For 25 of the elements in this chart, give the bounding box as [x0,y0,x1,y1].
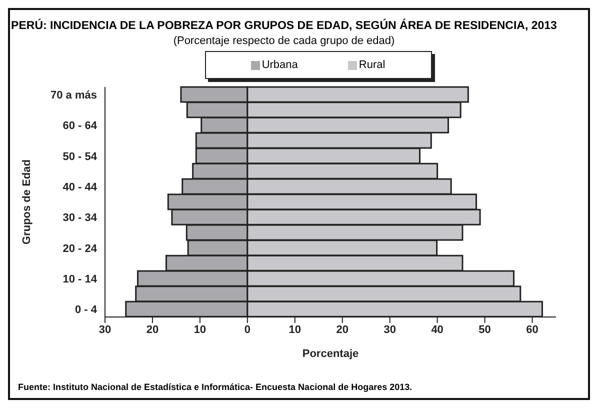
x-tick-label: 20 [336,324,348,336]
x-tick-label: 30 [384,324,396,336]
x-tick-label: 50 [478,324,491,336]
series-label: Rural [358,59,386,71]
y-tick-label: 40 - 44 [62,182,98,194]
x-tick-label: 0 [244,324,250,336]
y-tick-label: 0 - 4 [74,304,98,316]
chart-title: PERÚ: INCIDENCIA DE LA POBREZA POR GRUPOS DE EDAD, SEGÚN ÁREA DE RESIDENCIA, 2013 [10,20,558,32]
x-tick-label: 20 [146,324,159,336]
y-axis-title: Grupos de Edad [20,160,33,244]
y-tick-label: 60 - 64 [62,120,98,132]
y-tick-label: 50 - 54 [62,150,98,163]
x-tick-label: 10 [194,324,206,336]
x-tick-label: 10 [288,324,302,336]
legend-label: Urbana [262,59,298,71]
y-tick-label: 20 - 24 [62,242,98,255]
source-note: Fuente: Instituto Nacional de Estadística e Informática- Encuesta Nacional de Hogares 2013. [18,382,412,392]
x-axis-title: Porcentaje [302,348,359,360]
chart-subtitle: (Porcentaje respecto de cada grupo de edad) [172,35,396,47]
x-tick-label: 30 [98,324,112,336]
x-tick-label: 40 [431,324,444,336]
y-tick-label: 30 - 34 [62,212,98,224]
y-tick-label: 70 a más [50,90,97,102]
x-tick-label: 60 [526,324,538,336]
y-tick-label: 10 - 14 [62,274,98,286]
